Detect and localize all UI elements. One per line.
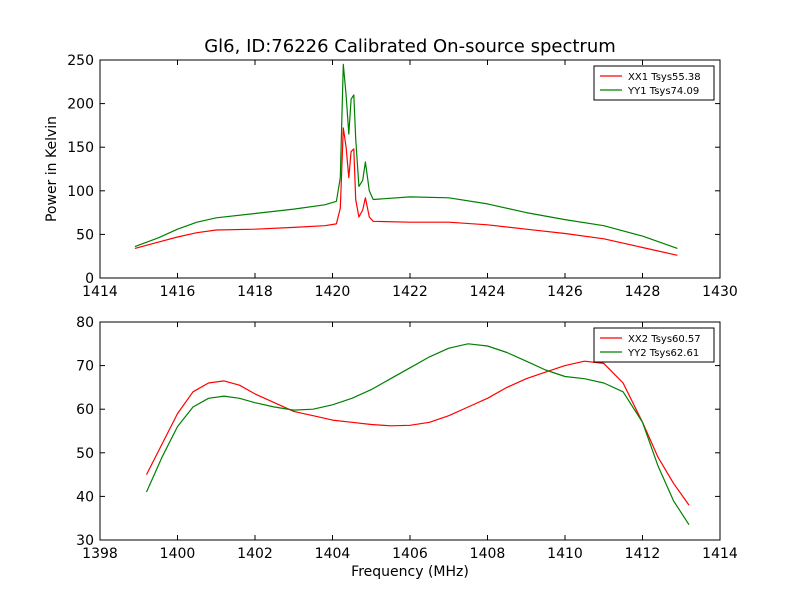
bottom-panel: 1398 1400 1402 1404 1406 1408 1410 1412 1414 30 40… bbox=[76, 315, 738, 580]
y-tick-label: 40 bbox=[76, 489, 94, 505]
legend-box bbox=[593, 65, 715, 101]
x-tick-label: 1424 bbox=[470, 284, 506, 300]
x-tick-label: 1398 bbox=[82, 546, 118, 562]
x-tick-label: 1406 bbox=[392, 546, 428, 562]
y-tick-label: 250 bbox=[67, 53, 94, 69]
x-tick-label: 1408 bbox=[470, 546, 506, 562]
x-tick-label: 1420 bbox=[315, 284, 351, 300]
legend-entry: XX1 Tsys55.38 bbox=[628, 72, 701, 83]
legend: XX2 Tsys60.57 YY2 Tsys62.61 bbox=[593, 327, 715, 363]
legend-box bbox=[593, 327, 715, 363]
y-tick-label: 50 bbox=[76, 446, 94, 462]
x-tick-label: 1418 bbox=[237, 284, 273, 300]
y-tick-label: 50 bbox=[76, 227, 94, 243]
x-tick-label: 1412 bbox=[625, 546, 661, 562]
x-tick-label: 1426 bbox=[547, 284, 583, 300]
x-tick-label: 1402 bbox=[237, 546, 273, 562]
series-line-yy1 bbox=[134, 63, 678, 249]
legend-entry: YY1 Tsys74.09 bbox=[627, 86, 699, 97]
legend-entry: YY2 Tsys62.61 bbox=[627, 348, 699, 359]
series-line-xx1 bbox=[134, 127, 678, 256]
series-line-xx2 bbox=[145, 360, 690, 506]
x-axis-label: Frequency (MHz) bbox=[351, 564, 469, 580]
x-tick-label: 1400 bbox=[160, 546, 196, 562]
x-tick-label: 1416 bbox=[160, 284, 196, 300]
y-tick-label: 60 bbox=[76, 402, 94, 418]
legend: XX1 Tsys55.38 YY1 Tsys74.09 bbox=[593, 65, 715, 101]
y-tick-label: 80 bbox=[76, 315, 94, 331]
x-tick-label: 1430 bbox=[702, 284, 738, 300]
x-tick-label: 1422 bbox=[392, 284, 428, 300]
y-tick-label: 200 bbox=[67, 97, 94, 113]
y-tick-label: 100 bbox=[67, 184, 94, 200]
chart-title: Gl6, ID:76226 Calibrated On-source spect… bbox=[204, 36, 616, 57]
series-line-yy2 bbox=[145, 343, 690, 526]
y-axis-label: Power in Kelvin bbox=[44, 116, 60, 222]
x-tick-label: 1414 bbox=[82, 284, 118, 300]
y-tick-label: 150 bbox=[67, 140, 94, 156]
legend-entry: XX2 Tsys60.57 bbox=[628, 334, 701, 345]
x-tick-label: 1404 bbox=[315, 546, 351, 562]
plot-area bbox=[145, 343, 690, 526]
y-tick-label: 30 bbox=[76, 533, 94, 549]
plot-area bbox=[134, 63, 678, 256]
x-tick-label: 1414 bbox=[702, 546, 738, 562]
y-tick-label: 0 bbox=[85, 271, 94, 287]
y-tick-label: 70 bbox=[76, 359, 94, 375]
top-panel: 1414 1416 1418 1420 1422 1424 1426 1428 1430 0 50 1… bbox=[44, 53, 738, 300]
x-tick-label: 1428 bbox=[625, 284, 661, 300]
x-tick-label: 1410 bbox=[547, 546, 583, 562]
